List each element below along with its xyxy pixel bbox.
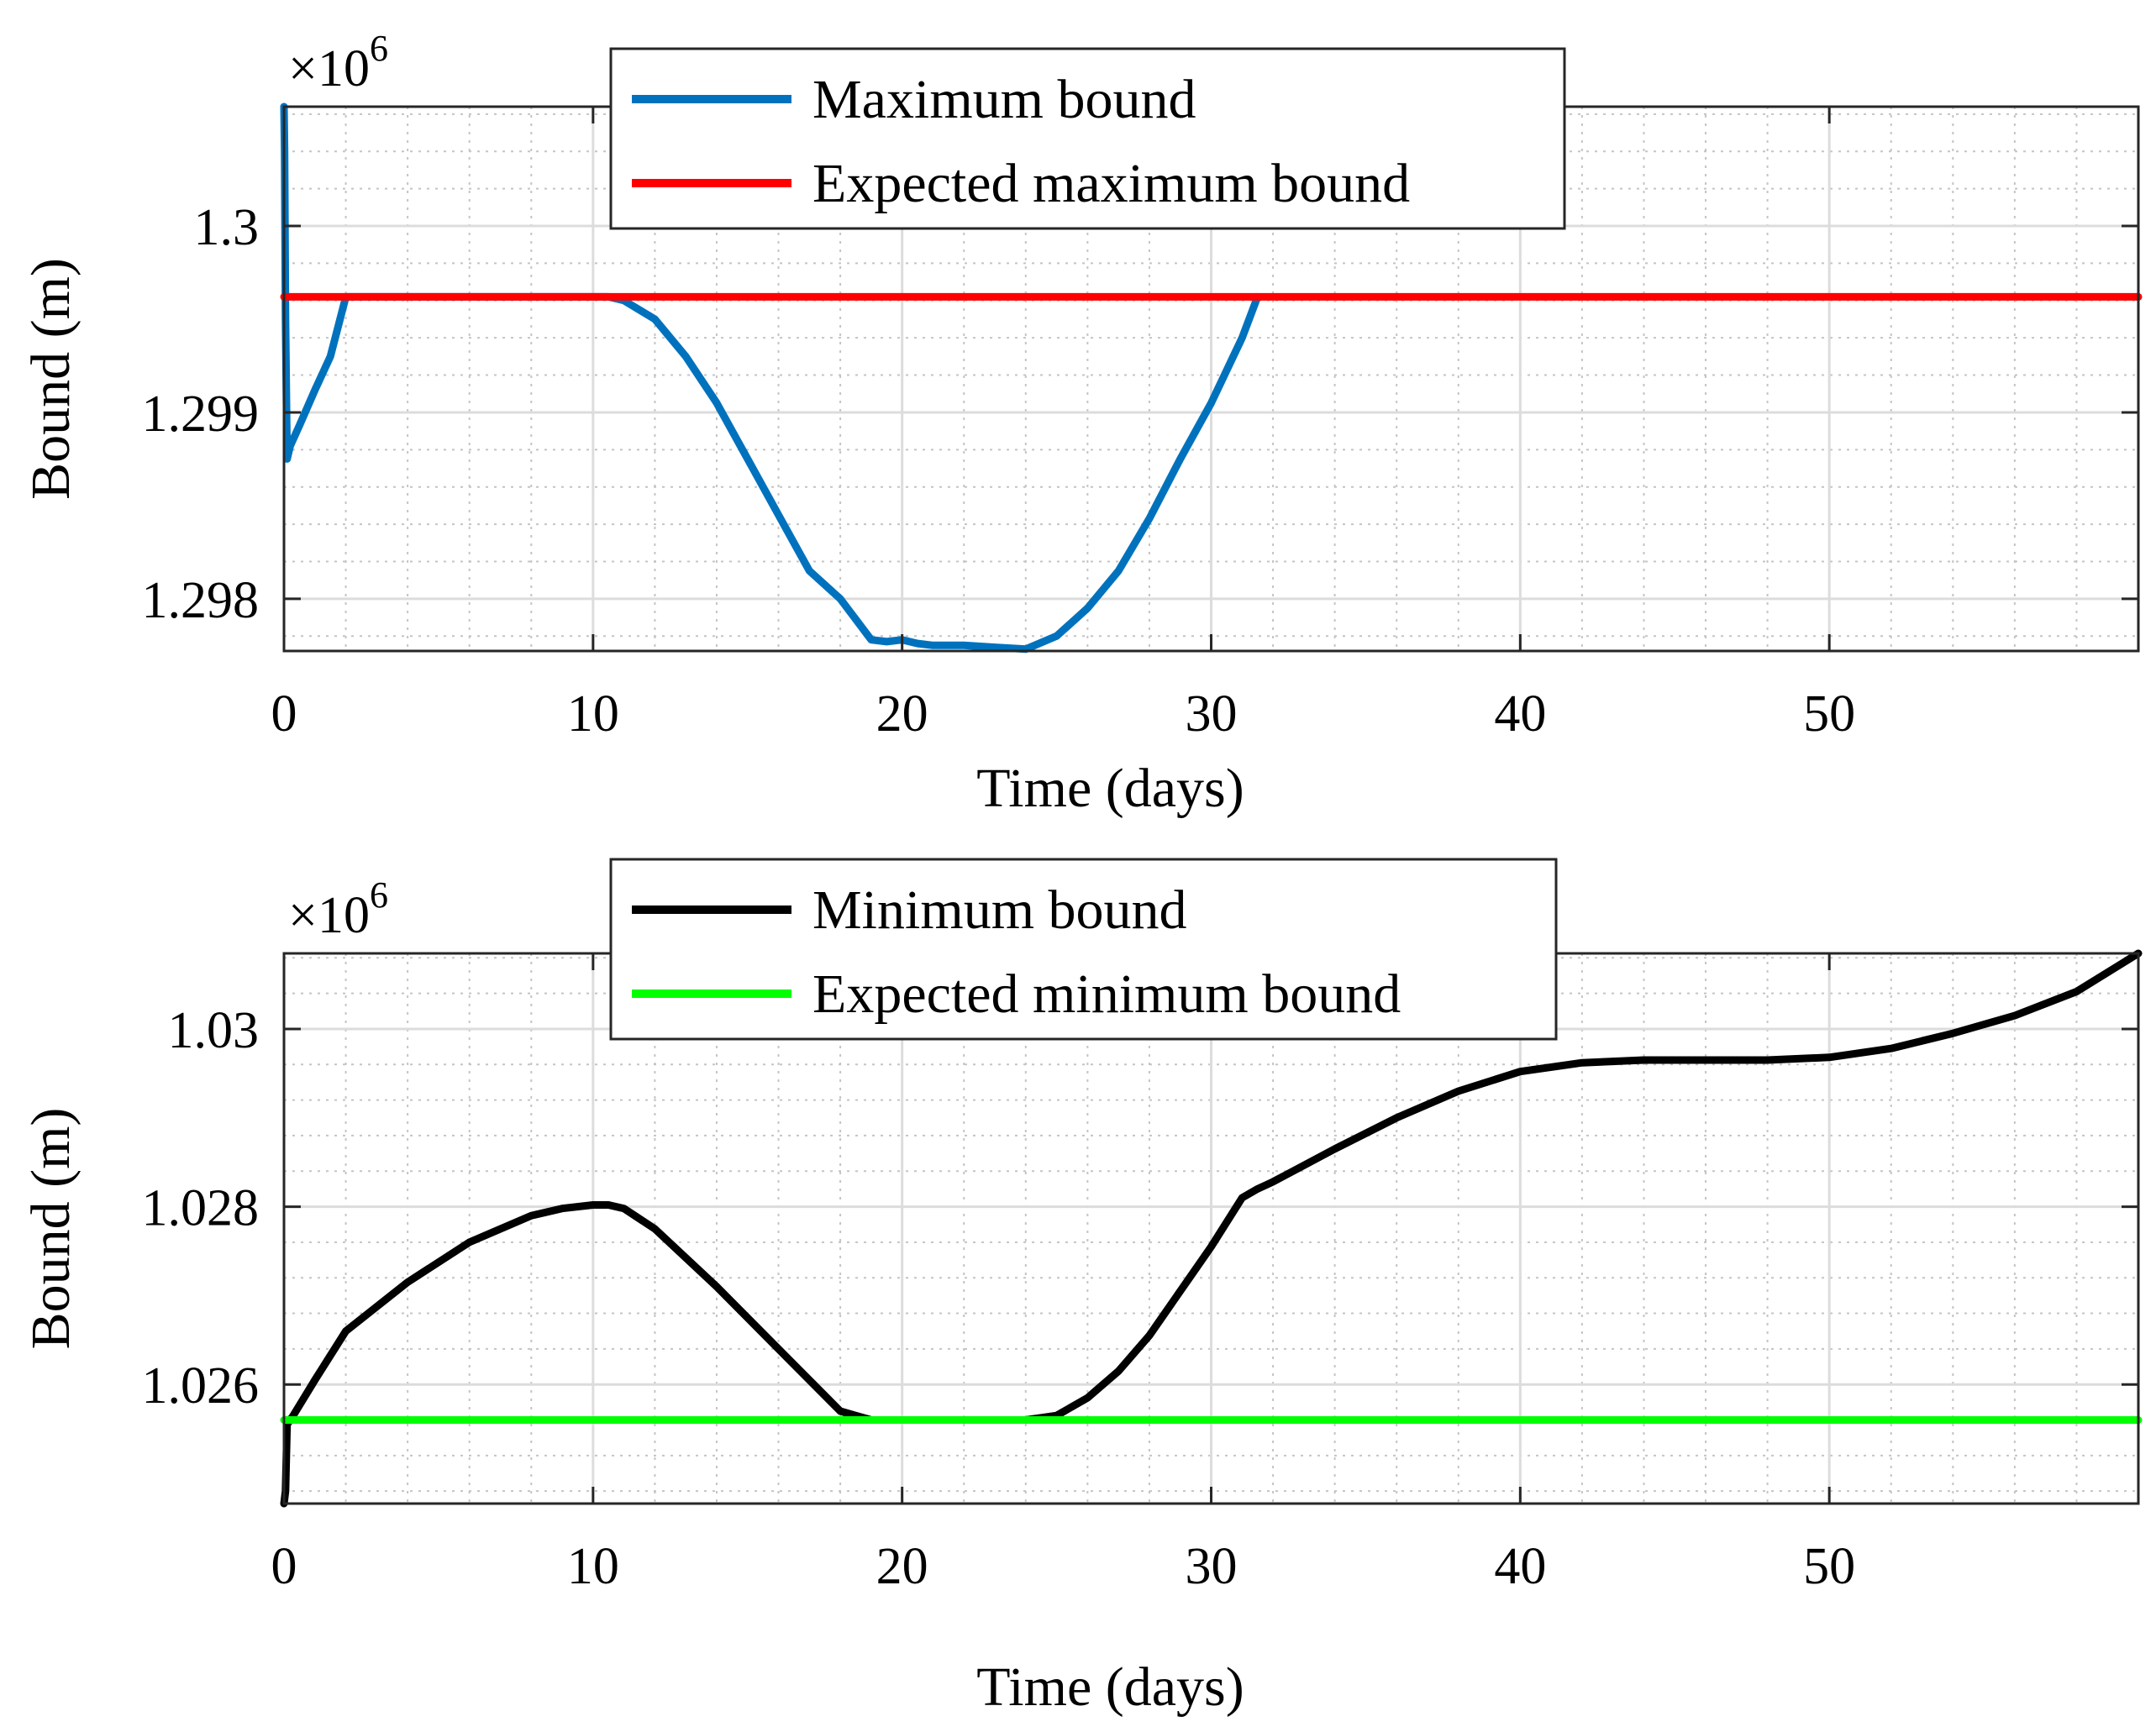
x-tick-label: 0 <box>271 1538 297 1595</box>
legend-box <box>609 47 1566 230</box>
legend: Maximum bound Expected maximum bound <box>609 47 1566 230</box>
legend-entry-0: Minimum bound <box>812 879 1187 941</box>
y-tick-label: 1.028 <box>142 1180 260 1237</box>
y-tick-label: 1.299 <box>142 386 260 443</box>
x-tick-label: 40 <box>1494 1538 1546 1595</box>
legend-entry-0: Maximum bound <box>812 69 1196 130</box>
x-tick-label: 30 <box>1186 685 1238 743</box>
x-tick-label: 40 <box>1494 685 1546 743</box>
x-tick-label: 20 <box>876 1538 928 1595</box>
legend-box <box>609 858 1558 1041</box>
series-line-maximum-bound <box>280 102 1262 654</box>
x-tick-label: 50 <box>1803 685 1855 743</box>
y-tick-label: 1.298 <box>142 572 260 629</box>
x-tick-label: 10 <box>567 685 619 743</box>
x-tick-label: 0 <box>271 685 297 743</box>
x-tick-label: 50 <box>1803 1538 1855 1595</box>
series-line-minimum-bound <box>280 949 2143 1508</box>
x-axis-label: Time (days) <box>976 1656 1244 1718</box>
y-exponent-label: ×106 <box>288 874 388 944</box>
y-tick-label: 1.026 <box>142 1357 260 1415</box>
y-axis-label: Bound (m) <box>20 258 82 500</box>
exponent-base: ×10 <box>288 887 370 944</box>
legend: Minimum bound Expected minimum bound <box>609 858 1558 1041</box>
x-tick-label: 30 <box>1186 1538 1238 1595</box>
minor-grid <box>284 107 2138 651</box>
y-axis-label: Bound (m) <box>20 1108 82 1350</box>
exponent-base: ×10 <box>288 40 370 97</box>
x-tick-label: 10 <box>567 1538 619 1595</box>
exponent-power: 6 <box>370 874 388 916</box>
legend-entry-1: Expected maximum bound <box>812 153 1410 214</box>
y-tick-label: 1.3 <box>194 199 260 256</box>
y-exponent-label: ×106 <box>288 28 388 97</box>
x-tick-label: 20 <box>876 685 928 743</box>
exponent-power: 6 <box>370 28 388 69</box>
max-bound-panel: 0 10 20 30 40 50 1.298 1.299 1.3 ×106 Time (days) B… <box>20 28 2143 819</box>
legend-entry-1: Expected minimum bound <box>812 963 1401 1025</box>
y-tick-label: 1.03 <box>168 1002 260 1059</box>
min-bound-panel: 0 10 20 30 40 50 1.026 1.028 1.03 ×106 Time (days)… <box>20 858 2143 1718</box>
x-axis-label: Time (days) <box>976 758 1244 819</box>
